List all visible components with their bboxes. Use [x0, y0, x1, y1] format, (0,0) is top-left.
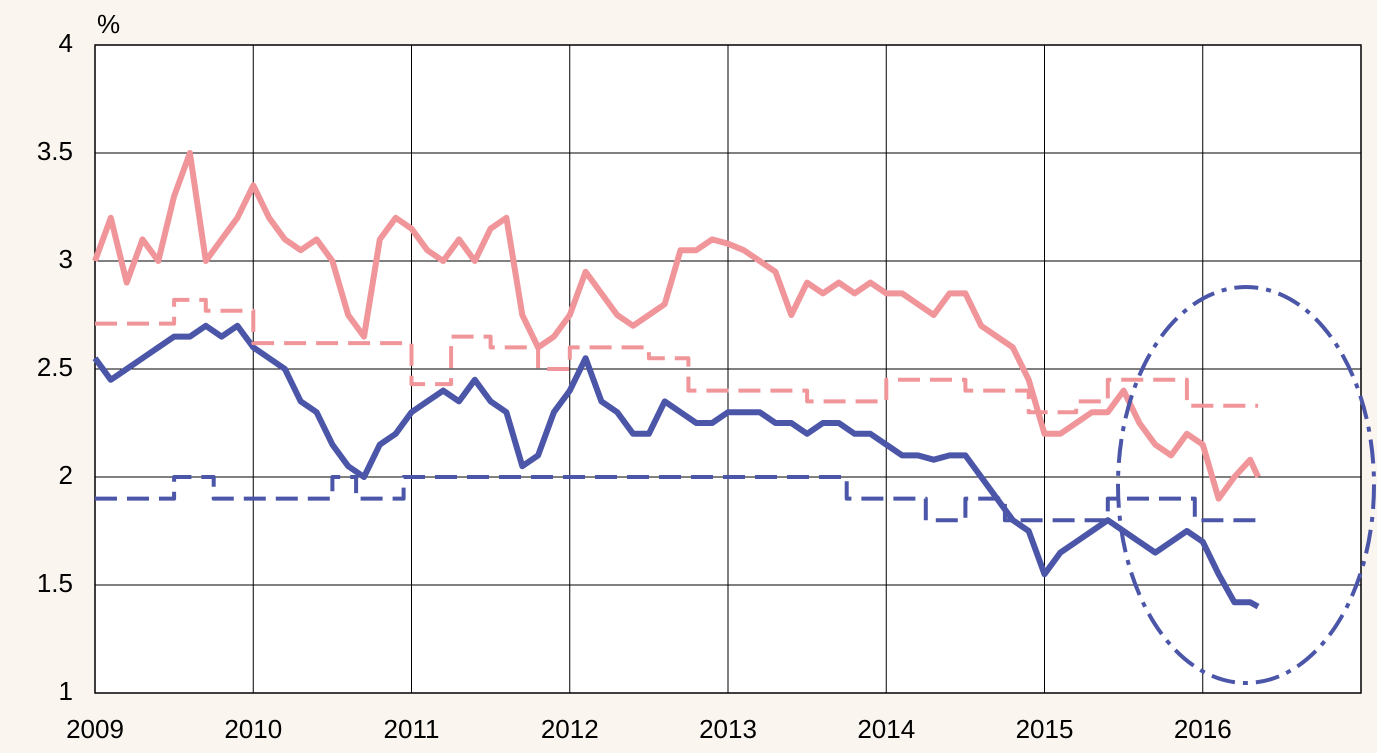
x-tick-label: 2016 [1174, 714, 1232, 744]
y-tick-label: 3.5 [37, 136, 73, 166]
x-tick-label: 2015 [1016, 714, 1074, 744]
y-tick-label: 1.5 [37, 568, 73, 598]
dashed-line [95, 297, 1259, 415]
y-tick-label: 4 [59, 28, 73, 58]
highlight-ellipse [1116, 285, 1376, 685]
x-tick-label: 2010 [224, 714, 282, 744]
y-unit-label: % [97, 9, 120, 39]
y-tick-label: 2.5 [37, 352, 73, 382]
y-tick-label: 2 [59, 460, 73, 490]
dashed-line [95, 475, 1259, 523]
y-tick-label: 1 [59, 676, 73, 706]
line [92, 322, 1260, 610]
x-tick-label: 2011 [384, 714, 440, 744]
x-tick-label: 2014 [857, 714, 915, 744]
y-tick-label: 3 [59, 244, 73, 274]
x-tick-label: 2012 [541, 714, 599, 744]
x-tick-label: 2009 [66, 714, 124, 744]
x-tick-label: 2013 [699, 714, 757, 744]
line [92, 150, 1261, 502]
